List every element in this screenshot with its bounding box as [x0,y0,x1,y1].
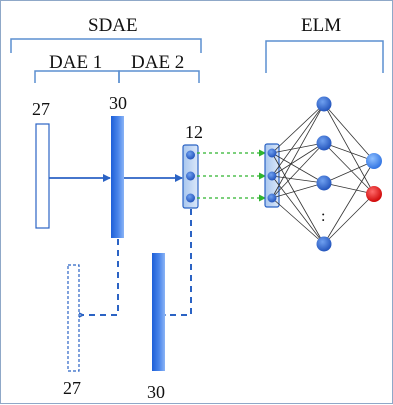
hidden-layer-1 [111,116,124,238]
hidden-layer-2-node [186,193,195,203]
recon-hidden1-size-label: 30 [147,382,165,402]
reconstructed-hidden1-layer [152,253,165,371]
input-size-label: 27 [32,99,50,119]
dae2-bracket [118,70,200,83]
reconstructed-input-layer [67,264,80,372]
elm-hidden-node [316,236,332,252]
hidden1-size-label: 30 [109,93,127,113]
elm-input-node [267,193,277,203]
sdae-bracket [10,38,202,53]
sdae-label: SDAE [88,15,138,36]
hidden-layer-2-node [186,150,195,160]
elm-bracket [265,40,384,73]
elm-hidden-node [316,135,332,151]
elm-hidden-node [316,96,332,112]
dae2-label: DAE 2 [131,52,184,73]
elm-connections [271,103,375,245]
hidden1-decode-arrow [83,239,119,315]
hidden2-size-label: 12 [185,122,203,142]
elm-label: ELM [301,15,341,36]
elm-output-node-red [366,186,382,202]
elm-input-node [267,148,277,158]
elm-hidden-ellipsis: : [321,208,325,225]
input-layer [35,123,50,229]
hidden2-decode-arrow [165,209,192,315]
elm-input-node [267,171,277,181]
hidden-layer-2-node [186,171,195,181]
recon-input-size-label: 27 [63,378,81,398]
elm-hidden-node [316,175,332,191]
dae1-label: DAE 1 [49,52,102,73]
elm-output-node-blue [366,153,382,169]
